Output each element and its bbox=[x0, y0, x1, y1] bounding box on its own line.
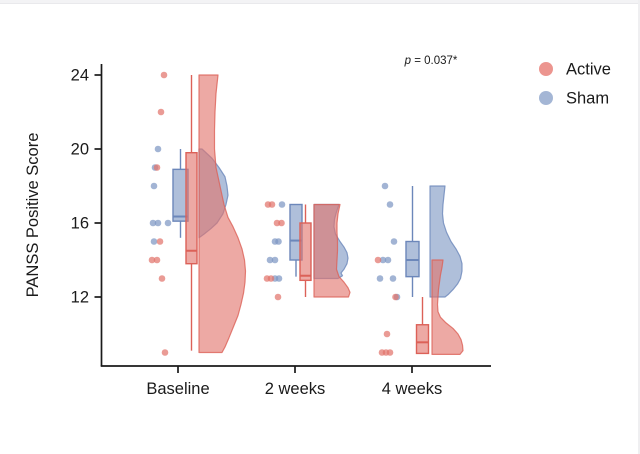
legend-label-active: Active bbox=[566, 61, 611, 79]
data-point-sham bbox=[150, 182, 158, 190]
y-tick-label: 12 bbox=[71, 289, 89, 307]
data-point-active bbox=[268, 201, 276, 208]
data-point-active bbox=[157, 108, 165, 116]
data-point-active bbox=[386, 349, 394, 356]
y-tick-label: 24 bbox=[71, 67, 89, 85]
data-point-active bbox=[374, 256, 382, 264]
data-point-sham bbox=[154, 219, 162, 227]
boxplot-active-4 weeks bbox=[415, 324, 430, 355]
boxplot-active-2 weeks bbox=[299, 222, 312, 282]
data-point-sham bbox=[389, 275, 397, 282]
x-tick-label: 4 weeks bbox=[382, 380, 443, 398]
y-tick-label: 20 bbox=[71, 141, 89, 159]
x-tick-label: 2 weeks bbox=[265, 380, 326, 398]
data-point-active bbox=[161, 349, 169, 356]
data-point-active bbox=[278, 219, 285, 227]
legend-item-active: Active bbox=[539, 61, 611, 79]
violin-active-Baseline bbox=[198, 74, 247, 354]
data-point-active bbox=[153, 164, 161, 171]
x-tick-label: Baseline bbox=[146, 380, 209, 398]
data-point-sham bbox=[384, 256, 392, 264]
data-point-sham bbox=[376, 275, 384, 282]
window-edge-top bbox=[0, 0, 640, 4]
data-point-sham bbox=[150, 238, 158, 245]
data-point-active bbox=[274, 293, 282, 301]
data-point-sham bbox=[386, 201, 394, 208]
y-tick-label: 16 bbox=[71, 215, 89, 233]
data-point-sham bbox=[164, 219, 172, 227]
data-point-active bbox=[383, 330, 391, 338]
data-point-active bbox=[160, 71, 168, 79]
data-point-active bbox=[156, 238, 164, 245]
legend-swatch-sham bbox=[539, 91, 553, 105]
data-point-sham bbox=[149, 219, 157, 227]
data-point-sham bbox=[379, 256, 387, 264]
data-point-sham bbox=[275, 238, 282, 245]
p-value-annotation: p = 0.037* bbox=[404, 55, 458, 67]
data-point-sham bbox=[266, 256, 274, 264]
data-point-sham bbox=[154, 145, 162, 153]
legend: Active Sham bbox=[539, 61, 611, 108]
data-point-sham bbox=[271, 256, 279, 264]
data-point-active bbox=[148, 256, 156, 264]
data-point-sham bbox=[278, 201, 286, 208]
axis-ticks: 24 20 16 12 Baseline 2 weeks 4 weeks bbox=[71, 67, 443, 399]
legend-label-sham: Sham bbox=[566, 90, 609, 108]
data-point-active bbox=[267, 275, 275, 282]
data-point-active bbox=[392, 293, 399, 301]
data-point-active bbox=[153, 256, 161, 264]
data-point-sham bbox=[381, 182, 389, 190]
data-point-sham bbox=[390, 238, 398, 245]
y-axis-title: PANSS Positive Score bbox=[24, 133, 42, 298]
data-point-active bbox=[158, 275, 166, 282]
window-edge-right bbox=[638, 0, 640, 454]
boxplot-active-Baseline bbox=[185, 151, 198, 265]
violin-active-2 weeks bbox=[313, 203, 351, 298]
legend-item-sham: Sham bbox=[539, 90, 609, 108]
legend-swatch-active bbox=[539, 62, 553, 76]
chart-marks bbox=[148, 71, 464, 356]
violin-active-4 weeks bbox=[431, 259, 464, 355]
data-point-sham bbox=[275, 275, 283, 282]
